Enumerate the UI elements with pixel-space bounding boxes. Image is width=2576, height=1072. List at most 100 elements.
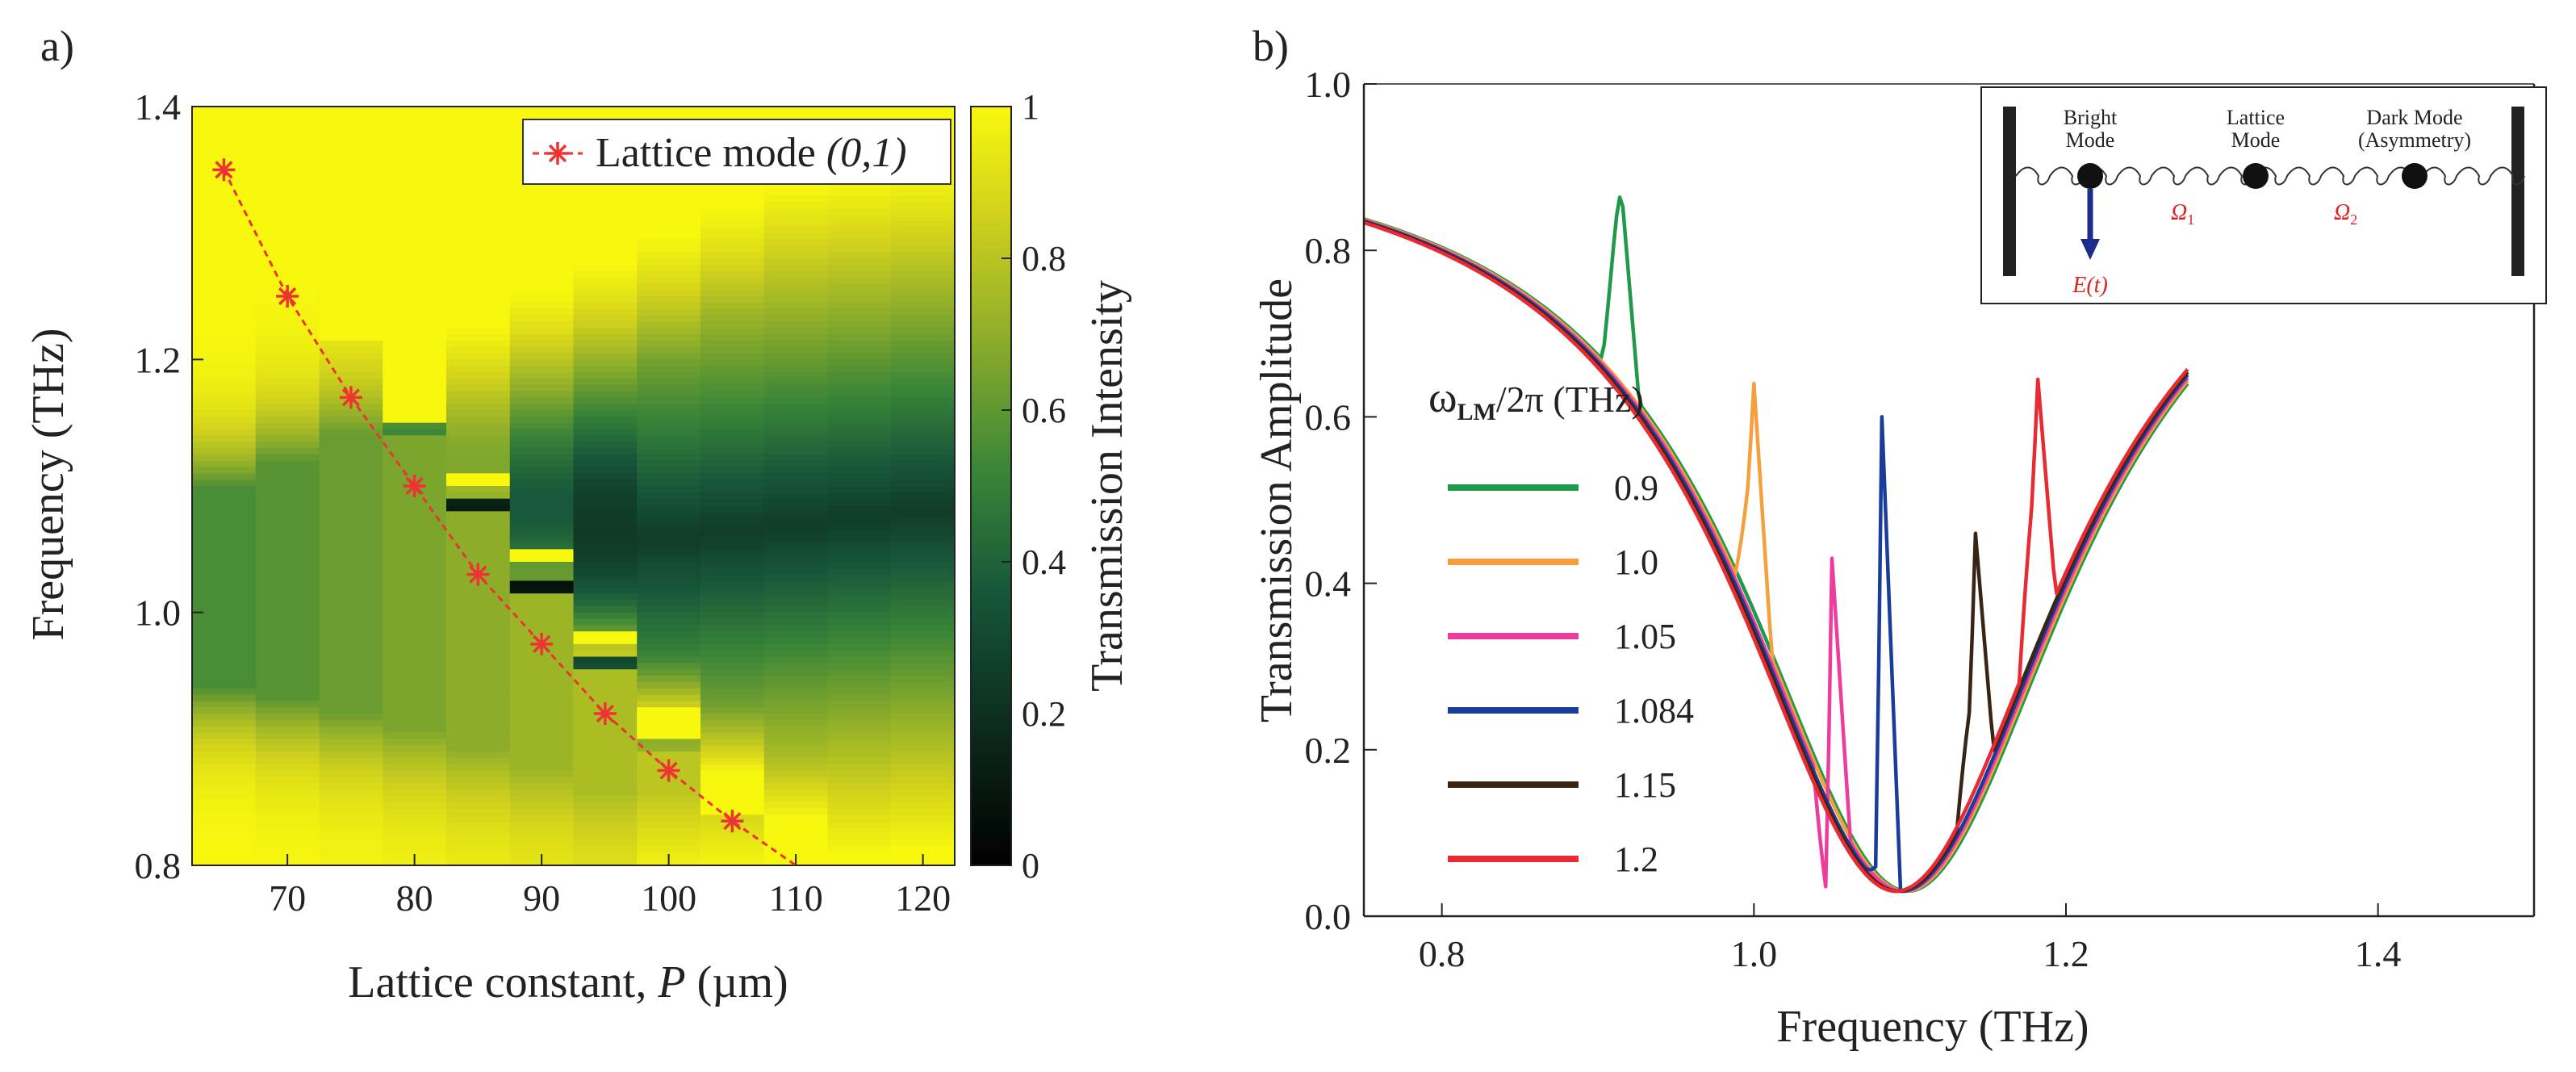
heatmap-cell [383,593,447,601]
heatmap-cell [255,410,320,417]
heatmap-cell [255,562,320,569]
heatmap-cell [891,270,955,278]
heatmap-cell [637,359,701,366]
heatmap-cell [192,150,257,158]
heatmap-cell [383,643,447,651]
heatmap-cell [827,827,892,835]
heatmap-cell [319,840,383,848]
heatmap-cell [637,643,701,651]
heatmap-cell [319,777,383,784]
heatmap-cell [827,643,892,651]
heatmap-cell [319,277,383,284]
heatmap-cell [319,802,383,810]
heatmap-cell [319,808,383,815]
heatmap-cell [763,328,829,335]
heatmap-cell [383,549,447,556]
heatmap-cell [827,852,892,860]
heatmap-cell [383,783,447,790]
heatmap-cell [827,239,892,246]
heatmap-cell [637,384,701,392]
inset-label-dark-2: (Asymmetry) [2358,128,2471,152]
omega-1-sub: 1 [2187,211,2194,228]
heatmap-cell [383,378,447,386]
heatmap-cell [573,587,638,594]
heatmap-cell [383,112,447,120]
heatmap-cell [573,315,638,322]
heatmap-cell [192,125,257,132]
heatmap-cell [383,366,447,373]
heatmap-cell [319,132,383,139]
heatmap-cell [255,334,320,341]
heatmap-cell [573,252,638,259]
heatmap-cell [700,384,765,392]
heatmap-cell [763,732,829,739]
heatmap-cell [637,505,701,512]
heatmap-cell [763,188,829,196]
heatmap-cell [383,416,447,424]
heatmap-cell [763,631,829,639]
heatmap-cell [509,340,575,348]
heatmap-cell [827,612,892,620]
heatmap-cell [319,542,383,550]
heatmap-cell [446,410,511,417]
heatmap-cell [573,618,638,626]
heatmap-cell [446,207,511,215]
heatmap-cell [573,188,638,196]
heatmap-cell [891,732,955,739]
heatmap-cell [637,473,701,480]
heatmap-cell [446,643,511,651]
heatmap-cell [509,112,575,120]
heatmap-cell [446,429,511,436]
heatmap-cell [192,701,257,708]
omega-1-symbol: Ω [2171,200,2187,225]
heatmap-cell [763,827,829,835]
heatmap-cell [319,359,383,366]
heatmap-cell [700,714,765,721]
heatmap-cell [192,587,257,594]
heatmap-cell [573,308,638,316]
heatmap-cell [509,752,575,759]
heatmap-cell [509,245,575,253]
heatmap-cell [573,340,638,348]
heatmap-cell [192,745,257,752]
heatmap-cell [827,600,892,607]
heatmap-cell [192,625,257,632]
lattice-mode-point [657,759,680,782]
heatmap-cell [637,580,701,588]
heatmap-cell [700,353,765,360]
heatmap-cell [573,353,638,360]
heatmap-cell [700,232,765,241]
heatmap-cell [383,631,447,639]
heatmap-cell [192,638,257,645]
heatmap-cell [446,201,511,208]
heatmap-cell [192,618,257,626]
heatmap-cell [573,505,638,512]
colorbar-tick-label: 0.8 [1022,239,1066,278]
heatmap-cell [573,777,638,784]
heatmap-cell [637,669,701,676]
heatmap-cell [446,188,511,196]
heatmap-cell [255,170,320,177]
heatmap-cell [700,688,765,696]
heatmap-cell [637,467,701,474]
heatmap-cell [637,429,701,436]
heatmap-cell [255,638,320,645]
heatmap-cell [827,277,892,284]
heatmap-cell [509,308,575,316]
heatmap-cell [827,517,892,525]
heatmap-cell [827,631,892,639]
heatmap-cell [700,479,765,487]
heatmap-cell [509,618,575,626]
heatmap-cell [763,536,829,544]
heatmap-cell [891,777,955,784]
heatmap-cell [446,416,511,424]
heatmap-cell [192,752,257,759]
heatmap-cell [637,827,701,835]
heatmap-cell [255,567,320,576]
lattice-mode-point [466,563,490,586]
heatmap-cell [319,195,383,203]
heatmap-cell [573,739,638,746]
heatmap-cell [763,442,829,449]
series-line-1.084 [1364,219,2189,894]
heatmap-cell [637,404,701,411]
